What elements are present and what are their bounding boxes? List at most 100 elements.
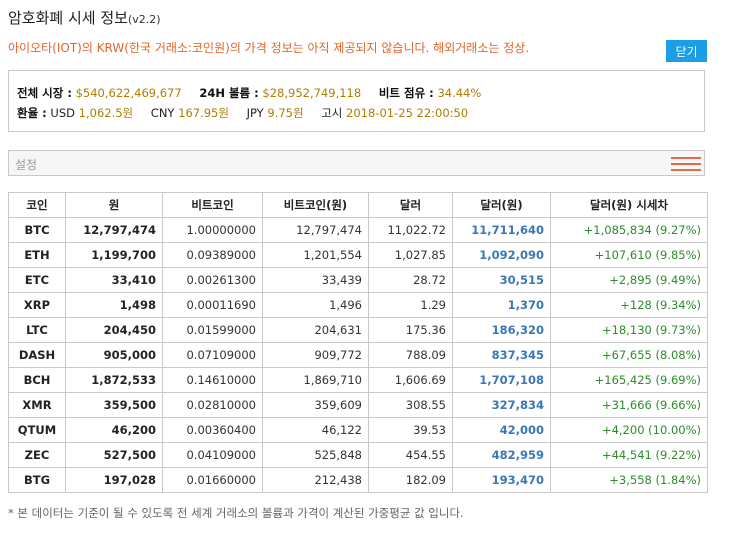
page-title-text: 암호화폐 시세 정보 <box>8 9 128 27</box>
coin-cell: LTC <box>8 317 66 343</box>
price-gap-cell: +165,425 (9.69%) <box>550 367 708 393</box>
coin-cell: ZEC <box>8 442 66 468</box>
btc-price-cell: 1.00000000 <box>162 217 263 243</box>
fx-label: 환율 : <box>17 106 47 120</box>
price-gap-cell: +107,610 (9.85%) <box>550 242 708 268</box>
usd-krw-price-cell: 837,345 <box>452 342 551 368</box>
coin-cell: BTC <box>8 217 66 243</box>
krw-price-cell: 527,500 <box>65 442 163 468</box>
price-gap-cell: +31,666 (9.66%) <box>550 392 708 418</box>
krw-price-cell: 204,450 <box>65 317 163 343</box>
usd-krw-price-cell: 327,834 <box>452 392 551 418</box>
usd-price-cell: 1,027.85 <box>368 242 453 268</box>
table-row: LTC 204,450 0.01599000 204,631 175.36 186,320… <box>8 317 708 343</box>
btc-price-cell: 0.01660000 <box>162 467 263 493</box>
price-gap-cell: +3,558 (1.84%) <box>550 467 708 493</box>
btc-price-cell: 0.00011690 <box>162 292 263 318</box>
krw-price-cell: 359,500 <box>65 392 163 418</box>
usd-price-cell: 28.72 <box>368 267 453 293</box>
btc-share-value: 34.44% <box>437 86 482 100</box>
jpy-rate: 9.75원 <box>267 106 304 120</box>
table-row: BCH 1,872,533 0.14610000 1,869,710 1,606.69 1… <box>8 367 708 393</box>
table-row: BTG 197,028 0.01660000 212,438 182.09 193,470… <box>8 467 708 493</box>
usd-price-cell: 1,606.69 <box>368 367 453 393</box>
footnote: * 본 데이터는 기준이 될 수 있도록 전 세계 거래소의 볼륨과 가격이 계… <box>8 506 464 520</box>
krw-price-cell: 12,797,474 <box>65 217 163 243</box>
header-btc: 비트코인 <box>162 192 263 218</box>
usd-price-cell: 11,022.72 <box>368 217 453 243</box>
jpy-label: JPY <box>246 106 264 120</box>
usd-price-cell: 182.09 <box>368 467 453 493</box>
coin-cell: BTG <box>8 467 66 493</box>
hamburger-icon[interactable] <box>671 155 701 172</box>
btc-price-cell: 0.00261300 <box>162 267 263 293</box>
btc-krw-price-cell: 12,797,474 <box>262 217 369 243</box>
table-row: ETH 1,199,700 0.09389000 1,201,554 1,027.85 1… <box>8 242 708 268</box>
krw-price-cell: 33,410 <box>65 267 163 293</box>
table-row: ZEC 527,500 0.04109000 525,848 454.55 482,959… <box>8 442 708 468</box>
notice-text: 아이오타(IOT)의 KRW(한국 거래소:코인원)의 가격 정보는 아직 제공… <box>8 41 530 55</box>
volume-value: $28,952,749,118 <box>262 86 362 100</box>
price-gap-cell: +2,895 (9.49%) <box>550 267 708 293</box>
btc-price-cell: 0.04109000 <box>162 442 263 468</box>
notice-time-value: 2018-01-25 22:00:50 <box>346 106 469 120</box>
price-gap-cell: +128 (9.34%) <box>550 292 708 318</box>
header-coin: 코인 <box>8 192 66 218</box>
settings-bar[interactable]: 설정 <box>8 150 705 176</box>
btc-price-cell: 0.01599000 <box>162 317 263 343</box>
btc-krw-price-cell: 1,496 <box>262 292 369 318</box>
price-gap-cell: +18,130 (9.73%) <box>550 317 708 343</box>
table-row: ETC 33,410 0.00261300 33,439 28.72 30,515 +2,8… <box>8 267 708 293</box>
usd-rate: 1,062.5원 <box>78 106 134 120</box>
usd-krw-price-cell: 42,000 <box>452 417 551 443</box>
btc-krw-price-cell: 1,201,554 <box>262 242 369 268</box>
header-usd-krw-diff: 달러(원) 시세차 <box>550 192 708 218</box>
market-cap-label: 전체 시장 : <box>17 86 72 100</box>
price-gap-cell: +4,200 (10.00%) <box>550 417 708 443</box>
header-krw: 원 <box>65 192 163 218</box>
table-header-row: 코인 원 비트코인 비트코인(원) 달러 달러(원) 달러(원) 시세차 <box>8 192 708 218</box>
btc-price-cell: 0.09389000 <box>162 242 263 268</box>
btc-krw-price-cell: 204,631 <box>262 317 369 343</box>
cny-label: CNY <box>150 106 175 120</box>
usd-krw-price-cell: 30,515 <box>452 267 551 293</box>
btc-krw-price-cell: 1,869,710 <box>262 367 369 393</box>
btc-price-cell: 0.14610000 <box>162 367 263 393</box>
usd-krw-price-cell: 193,470 <box>452 467 551 493</box>
usd-price-cell: 788.09 <box>368 342 453 368</box>
page-title: 암호화폐 시세 정보(v2.2) <box>8 7 161 28</box>
usd-price-cell: 39.53 <box>368 417 453 443</box>
btc-krw-price-cell: 909,772 <box>262 342 369 368</box>
price-table: 코인 원 비트코인 비트코인(원) 달러 달러(원) 달러(원) 시세차 BTC… <box>8 192 708 493</box>
header-btc-krw: 비트코인(원) <box>262 192 369 218</box>
settings-label: 설정 <box>15 158 38 172</box>
btc-krw-price-cell: 525,848 <box>262 442 369 468</box>
volume-label: 24H 볼륨 : <box>199 86 259 100</box>
header-usd: 달러 <box>368 192 453 218</box>
market-cap-value: $540,622,469,677 <box>75 86 182 100</box>
usd-krw-price-cell: 1,092,090 <box>452 242 551 268</box>
notice-time-label: 고시 <box>321 106 343 120</box>
table-row: QTUM 46,200 0.00360400 46,122 39.53 42,000 +4,… <box>8 417 708 443</box>
price-gap-cell: +44,541 (9.22%) <box>550 442 708 468</box>
btc-price-cell: 0.02810000 <box>162 392 263 418</box>
close-button[interactable]: 닫기 <box>666 40 707 62</box>
market-summary-line: 전체 시장 : $540,622,469,677 24H 볼륨 : $28,95… <box>17 85 481 101</box>
krw-price-cell: 1,498 <box>65 292 163 318</box>
table-row: BTC 12,797,474 1.00000000 12,797,474 11,022.… <box>8 217 708 243</box>
coin-cell: XRP <box>8 292 66 318</box>
price-gap-cell: +67,655 (8.08%) <box>550 342 708 368</box>
header-usd-krw: 달러(원) <box>452 192 551 218</box>
krw-price-cell: 197,028 <box>65 467 163 493</box>
usd-label: USD <box>50 106 75 120</box>
coin-cell: BCH <box>8 367 66 393</box>
version-label: (v2.2) <box>127 13 161 26</box>
btc-krw-price-cell: 212,438 <box>262 467 369 493</box>
btc-krw-price-cell: 33,439 <box>262 267 369 293</box>
coin-cell: ETH <box>8 242 66 268</box>
btc-price-cell: 0.00360400 <box>162 417 263 443</box>
usd-krw-price-cell: 482,959 <box>452 442 551 468</box>
usd-price-cell: 308.55 <box>368 392 453 418</box>
btc-krw-price-cell: 46,122 <box>262 417 369 443</box>
cny-rate: 167.95원 <box>178 106 229 120</box>
